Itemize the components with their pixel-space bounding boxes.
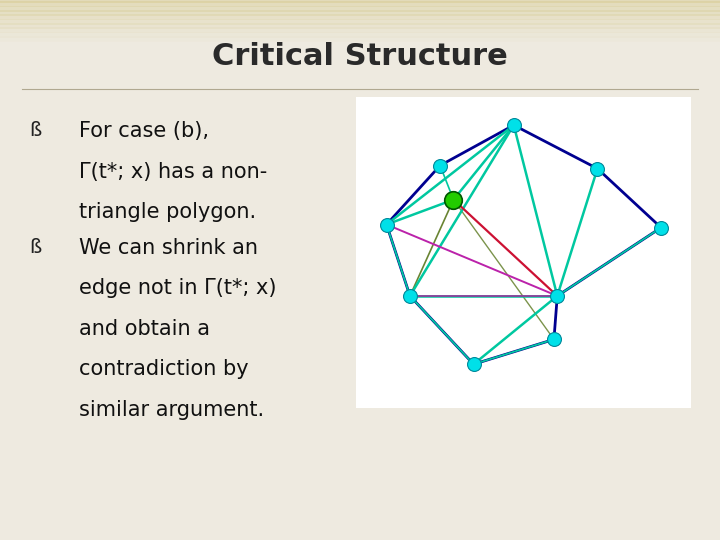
Point — [434, 161, 446, 170]
Point — [468, 360, 480, 368]
Point — [548, 335, 559, 343]
Text: For case (b),: For case (b), — [79, 122, 210, 141]
Point — [655, 224, 667, 232]
Point — [381, 220, 392, 229]
Text: Γ(t*; x) has a non-: Γ(t*; x) has a non- — [79, 162, 267, 182]
Text: and obtain a: and obtain a — [79, 319, 210, 339]
Text: edge not in Γ(t*; x): edge not in Γ(t*; x) — [79, 278, 276, 298]
Text: similar argument.: similar argument. — [79, 400, 264, 420]
Point — [552, 292, 563, 300]
Point — [508, 121, 520, 130]
Point — [448, 195, 459, 204]
Text: Critical Structure: Critical Structure — [212, 42, 508, 71]
Point — [592, 164, 603, 173]
Text: We can shrink an: We can shrink an — [79, 238, 258, 258]
Text: contradiction by: contradiction by — [79, 359, 249, 379]
Text: ß: ß — [29, 238, 41, 256]
Text: triangle polygon.: triangle polygon. — [79, 202, 256, 222]
Point — [404, 292, 415, 300]
Bar — [356, 97, 691, 408]
Text: ß: ß — [29, 122, 41, 140]
